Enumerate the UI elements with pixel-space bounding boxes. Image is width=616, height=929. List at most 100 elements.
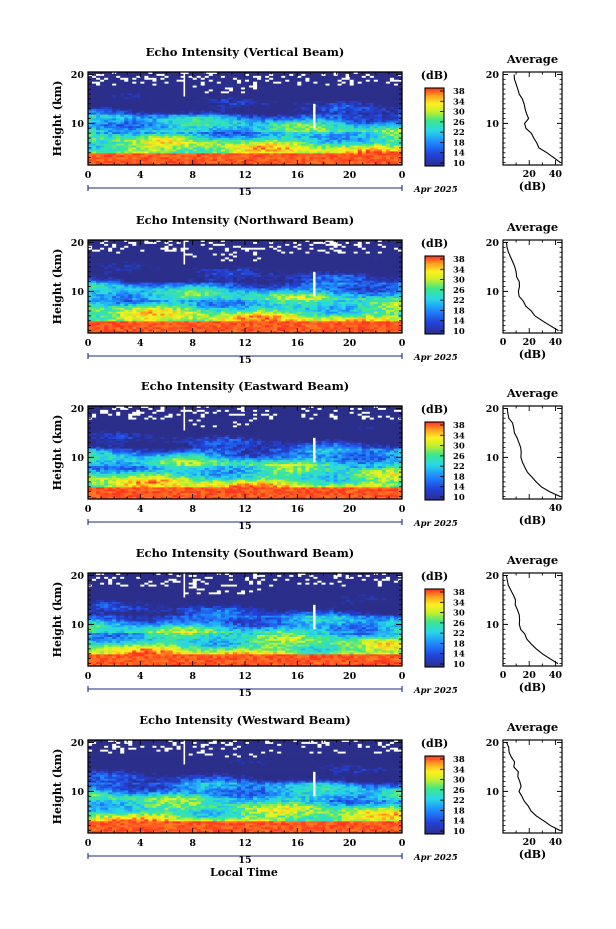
heatmap-cell xyxy=(333,110,338,114)
heatmap-cell xyxy=(253,124,258,127)
heatmap-cell xyxy=(164,106,169,110)
heatmap-cell xyxy=(305,106,310,110)
heatmap-cell xyxy=(397,97,403,100)
heatmap-cell xyxy=(152,87,157,90)
heatmap-cell xyxy=(160,81,165,85)
heatmap-cell xyxy=(293,75,298,79)
heatmap-cell xyxy=(240,91,246,94)
heatmap-cell xyxy=(297,83,302,86)
heatmap-cell xyxy=(349,103,355,106)
heatmap-cell xyxy=(172,103,177,106)
heatmap-cell xyxy=(253,103,258,106)
heatmap-cell xyxy=(365,91,371,94)
heatmap-cell xyxy=(168,116,173,119)
heatmap-cell xyxy=(124,112,129,116)
heatmap-cell xyxy=(393,99,399,102)
heatmap-cell xyxy=(224,89,230,92)
heatmap-cell xyxy=(249,81,254,85)
heatmap-cell xyxy=(329,110,334,114)
heatmap-cell xyxy=(369,97,375,100)
heatmap-cell xyxy=(172,81,177,85)
heatmap-cell xyxy=(136,99,141,102)
heatmap-cell xyxy=(329,89,334,92)
heatmap-cell xyxy=(108,87,113,90)
heatmap-cell xyxy=(377,120,383,123)
heatmap-cell xyxy=(281,89,286,92)
heatmap-cell xyxy=(345,89,351,92)
heatmap-cell xyxy=(281,81,286,85)
heatmap-cell xyxy=(285,110,290,114)
heatmap-cell xyxy=(116,124,121,127)
heatmap-cell xyxy=(309,124,314,127)
heatmap-cell xyxy=(261,104,266,108)
heatmap-cell xyxy=(273,73,278,77)
heatmap-cell xyxy=(393,85,399,88)
heatmap-cell xyxy=(261,79,266,83)
heatmap-cell xyxy=(144,72,149,75)
heatmap-cell xyxy=(265,95,270,98)
heatmap-cell xyxy=(261,77,266,81)
heatmap-cell xyxy=(257,124,262,127)
heatmap-cell xyxy=(136,89,141,92)
heatmap-cell xyxy=(232,124,238,127)
heatmap-cell xyxy=(156,99,161,102)
heatmap-cell xyxy=(297,104,302,108)
heatmap-cell xyxy=(212,104,218,108)
heatmap-cell xyxy=(337,79,343,83)
heatmap-cell xyxy=(273,87,278,90)
heatmap-cell xyxy=(265,73,270,77)
heatmap-cell xyxy=(353,89,359,92)
heatmap-cell xyxy=(148,89,153,92)
heatmap-cell xyxy=(200,72,206,75)
heatmap-cell xyxy=(389,95,395,98)
heatmap-cell xyxy=(321,110,326,114)
heatmap-cell xyxy=(393,124,399,127)
heatmap-cell xyxy=(373,85,379,88)
heatmap-cell xyxy=(345,110,351,114)
heatmap-cell xyxy=(124,83,129,86)
heatmap-cell xyxy=(156,103,161,106)
heatmap-cell xyxy=(96,116,101,119)
heatmap-cell xyxy=(116,120,121,123)
heatmap-cell xyxy=(160,95,165,98)
heatmap-cell xyxy=(365,106,371,110)
heatmap-cell xyxy=(156,79,161,83)
colorbar-tick-label: 34 xyxy=(453,97,465,107)
heatmap-cell xyxy=(204,103,210,106)
heatmap-cell xyxy=(236,110,242,114)
heatmap-cell xyxy=(144,89,149,92)
heatmap-cell xyxy=(369,116,375,119)
heatmap-cell xyxy=(88,81,93,85)
heatmap-cell xyxy=(349,93,355,96)
colorbar xyxy=(424,87,445,167)
heatmap-cell xyxy=(289,122,294,125)
heatmap-cell xyxy=(329,106,334,110)
heatmap-cell xyxy=(112,81,117,85)
heatmap-cell xyxy=(289,114,294,117)
heatmap-cell xyxy=(128,99,133,102)
heatmap-cell xyxy=(124,72,129,75)
heatmap-cell xyxy=(156,116,161,119)
heatmap-cell xyxy=(212,72,218,75)
heatmap-cell xyxy=(293,114,298,117)
heatmap-cell xyxy=(180,83,186,86)
heatmap-cell xyxy=(277,83,282,86)
heatmap-cell xyxy=(136,116,141,119)
heatmap-cell xyxy=(152,73,157,77)
heatmap-cell xyxy=(373,110,379,114)
heatmap-cell xyxy=(293,108,298,112)
heatmap-cell xyxy=(361,108,367,112)
heatmap-cell xyxy=(148,93,153,96)
heatmap-cell xyxy=(92,77,97,81)
heatmap-cell xyxy=(265,110,270,114)
heatmap-cell xyxy=(100,120,105,123)
heatmap-cell xyxy=(228,108,234,112)
heatmap-cell xyxy=(373,91,379,94)
heatmap-cell xyxy=(112,122,117,125)
heatmap-cell xyxy=(325,122,330,125)
heatmap-cell xyxy=(176,99,181,102)
heatmap-cell xyxy=(309,95,314,98)
heatmap-cell xyxy=(132,101,137,104)
heatmap-cell xyxy=(277,89,282,92)
heatmap-cell xyxy=(329,124,334,127)
